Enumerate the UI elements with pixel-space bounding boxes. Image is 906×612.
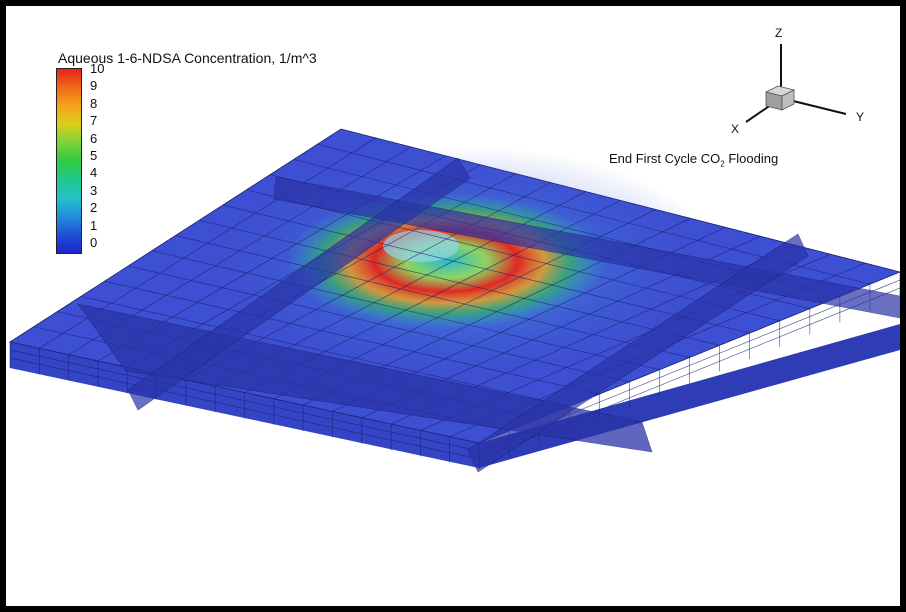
colorbar-tick-label: 0 bbox=[90, 235, 98, 250]
reservoir-model bbox=[8, 44, 900, 473]
channel-band-3 bbox=[127, 157, 471, 411]
side-layer-line bbox=[9, 349, 480, 452]
triad-cube-right bbox=[781, 89, 795, 111]
figure-panel: Aqueous 1-6-NDSA Concentration, 1/m^3 10… bbox=[6, 6, 900, 606]
plume-center bbox=[383, 230, 459, 262]
colorbar-tick-label: 8 bbox=[90, 95, 98, 111]
colorbar-tick-label: 5 bbox=[90, 148, 98, 163]
colorbar-tick-label: 4 bbox=[90, 165, 98, 181]
x-axis-label: X bbox=[731, 122, 740, 136]
side-layer-line bbox=[9, 357, 480, 460]
caption-prefix: End First Cycle CO bbox=[609, 151, 721, 166]
y-axis-label: Y bbox=[856, 110, 865, 124]
colorbar-tick-label: 6 bbox=[90, 130, 98, 146]
colorbar-tick-label: 7 bbox=[90, 113, 98, 129]
z-axis-label: Z bbox=[775, 26, 783, 40]
colorbar-tick-label: 2 bbox=[90, 200, 98, 216]
time-caption: End First Cycle CO2 Flooding bbox=[609, 151, 778, 169]
colorbar bbox=[56, 68, 82, 254]
colorbar-tick-label: 3 bbox=[90, 182, 98, 198]
channel-band-4 bbox=[467, 233, 809, 473]
axis-triad bbox=[745, 44, 847, 123]
caption-suffix: Flooding bbox=[724, 151, 779, 166]
legend-title: Aqueous 1-6-NDSA Concentration, 1/m^3 bbox=[58, 50, 317, 66]
colorbar-tick-label: 9 bbox=[90, 78, 98, 94]
caption-subscript: 2 bbox=[720, 159, 725, 169]
colorbar-tick-label: 1 bbox=[90, 217, 98, 233]
colorbar-tick-label: 10 bbox=[90, 61, 105, 76]
